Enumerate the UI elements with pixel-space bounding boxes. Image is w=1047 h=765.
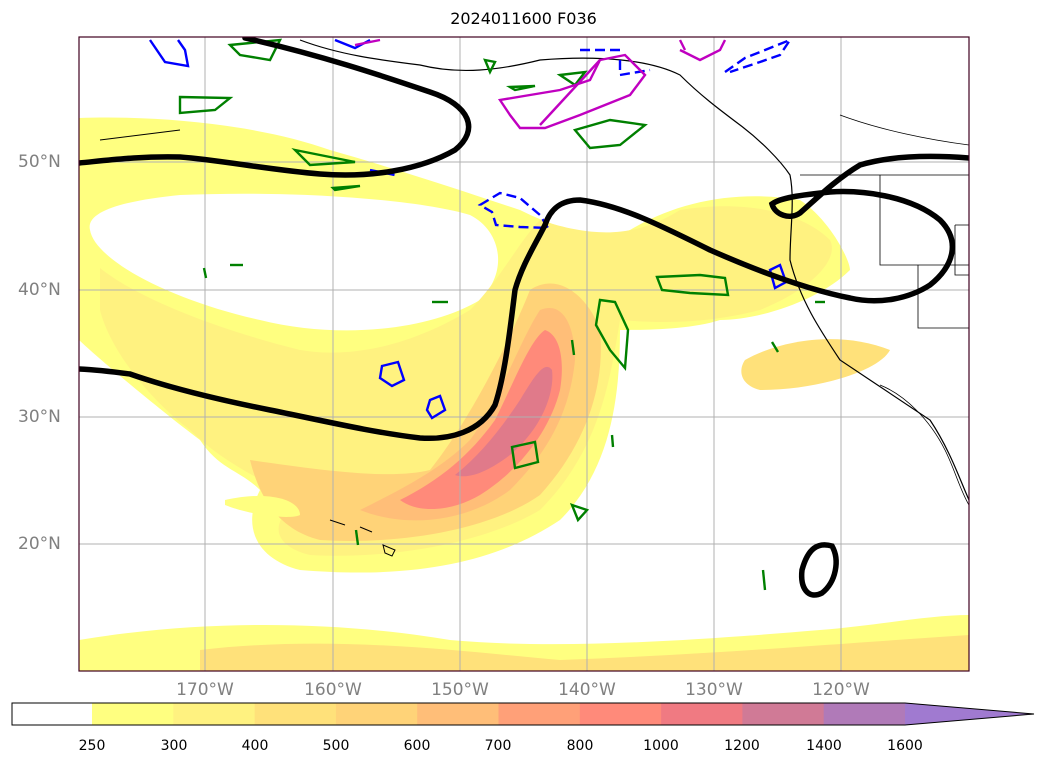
colorbar-tick: 400 — [241, 738, 269, 754]
lon-label-140w: 140°W — [558, 680, 616, 700]
colorbar-cell — [173, 703, 256, 725]
colorbar-tick: 250 — [78, 738, 106, 754]
colorbar-cell — [417, 703, 499, 725]
colorbar-tick: 1000 — [643, 738, 679, 754]
colorbar-tick: 1400 — [806, 738, 842, 754]
magenta-contours — [354, 38, 727, 130]
colorbar-tick: 800 — [566, 738, 594, 754]
lon-label-150w: 150°W — [431, 680, 489, 700]
colorbar-extend-max — [905, 703, 1034, 725]
lon-label-160w: 160°W — [304, 680, 362, 700]
lat-label-20: 20°N — [18, 534, 61, 554]
ivt-band-1000 — [455, 366, 553, 477]
green-contours — [178, 38, 825, 591]
lon-label-120w: 120°W — [812, 680, 870, 700]
colorbar-cell — [579, 703, 662, 725]
colorbar-tick: 300 — [160, 738, 188, 754]
ivt-band-south-2 — [200, 635, 969, 671]
ivt-band-800 — [400, 330, 562, 510]
lon-label-170w: 170°W — [176, 680, 234, 700]
colorbar-cell — [661, 703, 743, 725]
lon-label-130w: 130°W — [685, 680, 743, 700]
ivt-shading — [79, 117, 969, 671]
colorbar-cell — [498, 703, 581, 725]
colorbar-tick: 700 — [484, 738, 512, 754]
ivt-band-sw — [225, 495, 300, 517]
coastlines — [99, 39, 969, 557]
ivt-band-baja — [741, 339, 890, 390]
map-panel — [78, 36, 970, 672]
map-title: 2024011600 F036 — [450, 9, 597, 28]
lat-label-40: 40°N — [18, 280, 61, 300]
thick-contours — [79, 37, 969, 598]
colorbar-cell — [742, 703, 825, 725]
colorbar-cell — [335, 703, 418, 725]
colorbar-tick: 600 — [403, 738, 431, 754]
colorbar-tick: 1200 — [724, 738, 760, 754]
lat-label-50: 50°N — [18, 152, 61, 172]
colorbar-tick: 500 — [322, 738, 350, 754]
colorbar-cell — [92, 703, 174, 725]
lat-label-30: 30°N — [18, 407, 61, 427]
colorbar-tick: 1600 — [887, 738, 923, 754]
colorbar-cell — [254, 703, 337, 725]
colorbar-cell-below — [12, 703, 92, 725]
colorbar-cell — [823, 703, 906, 725]
